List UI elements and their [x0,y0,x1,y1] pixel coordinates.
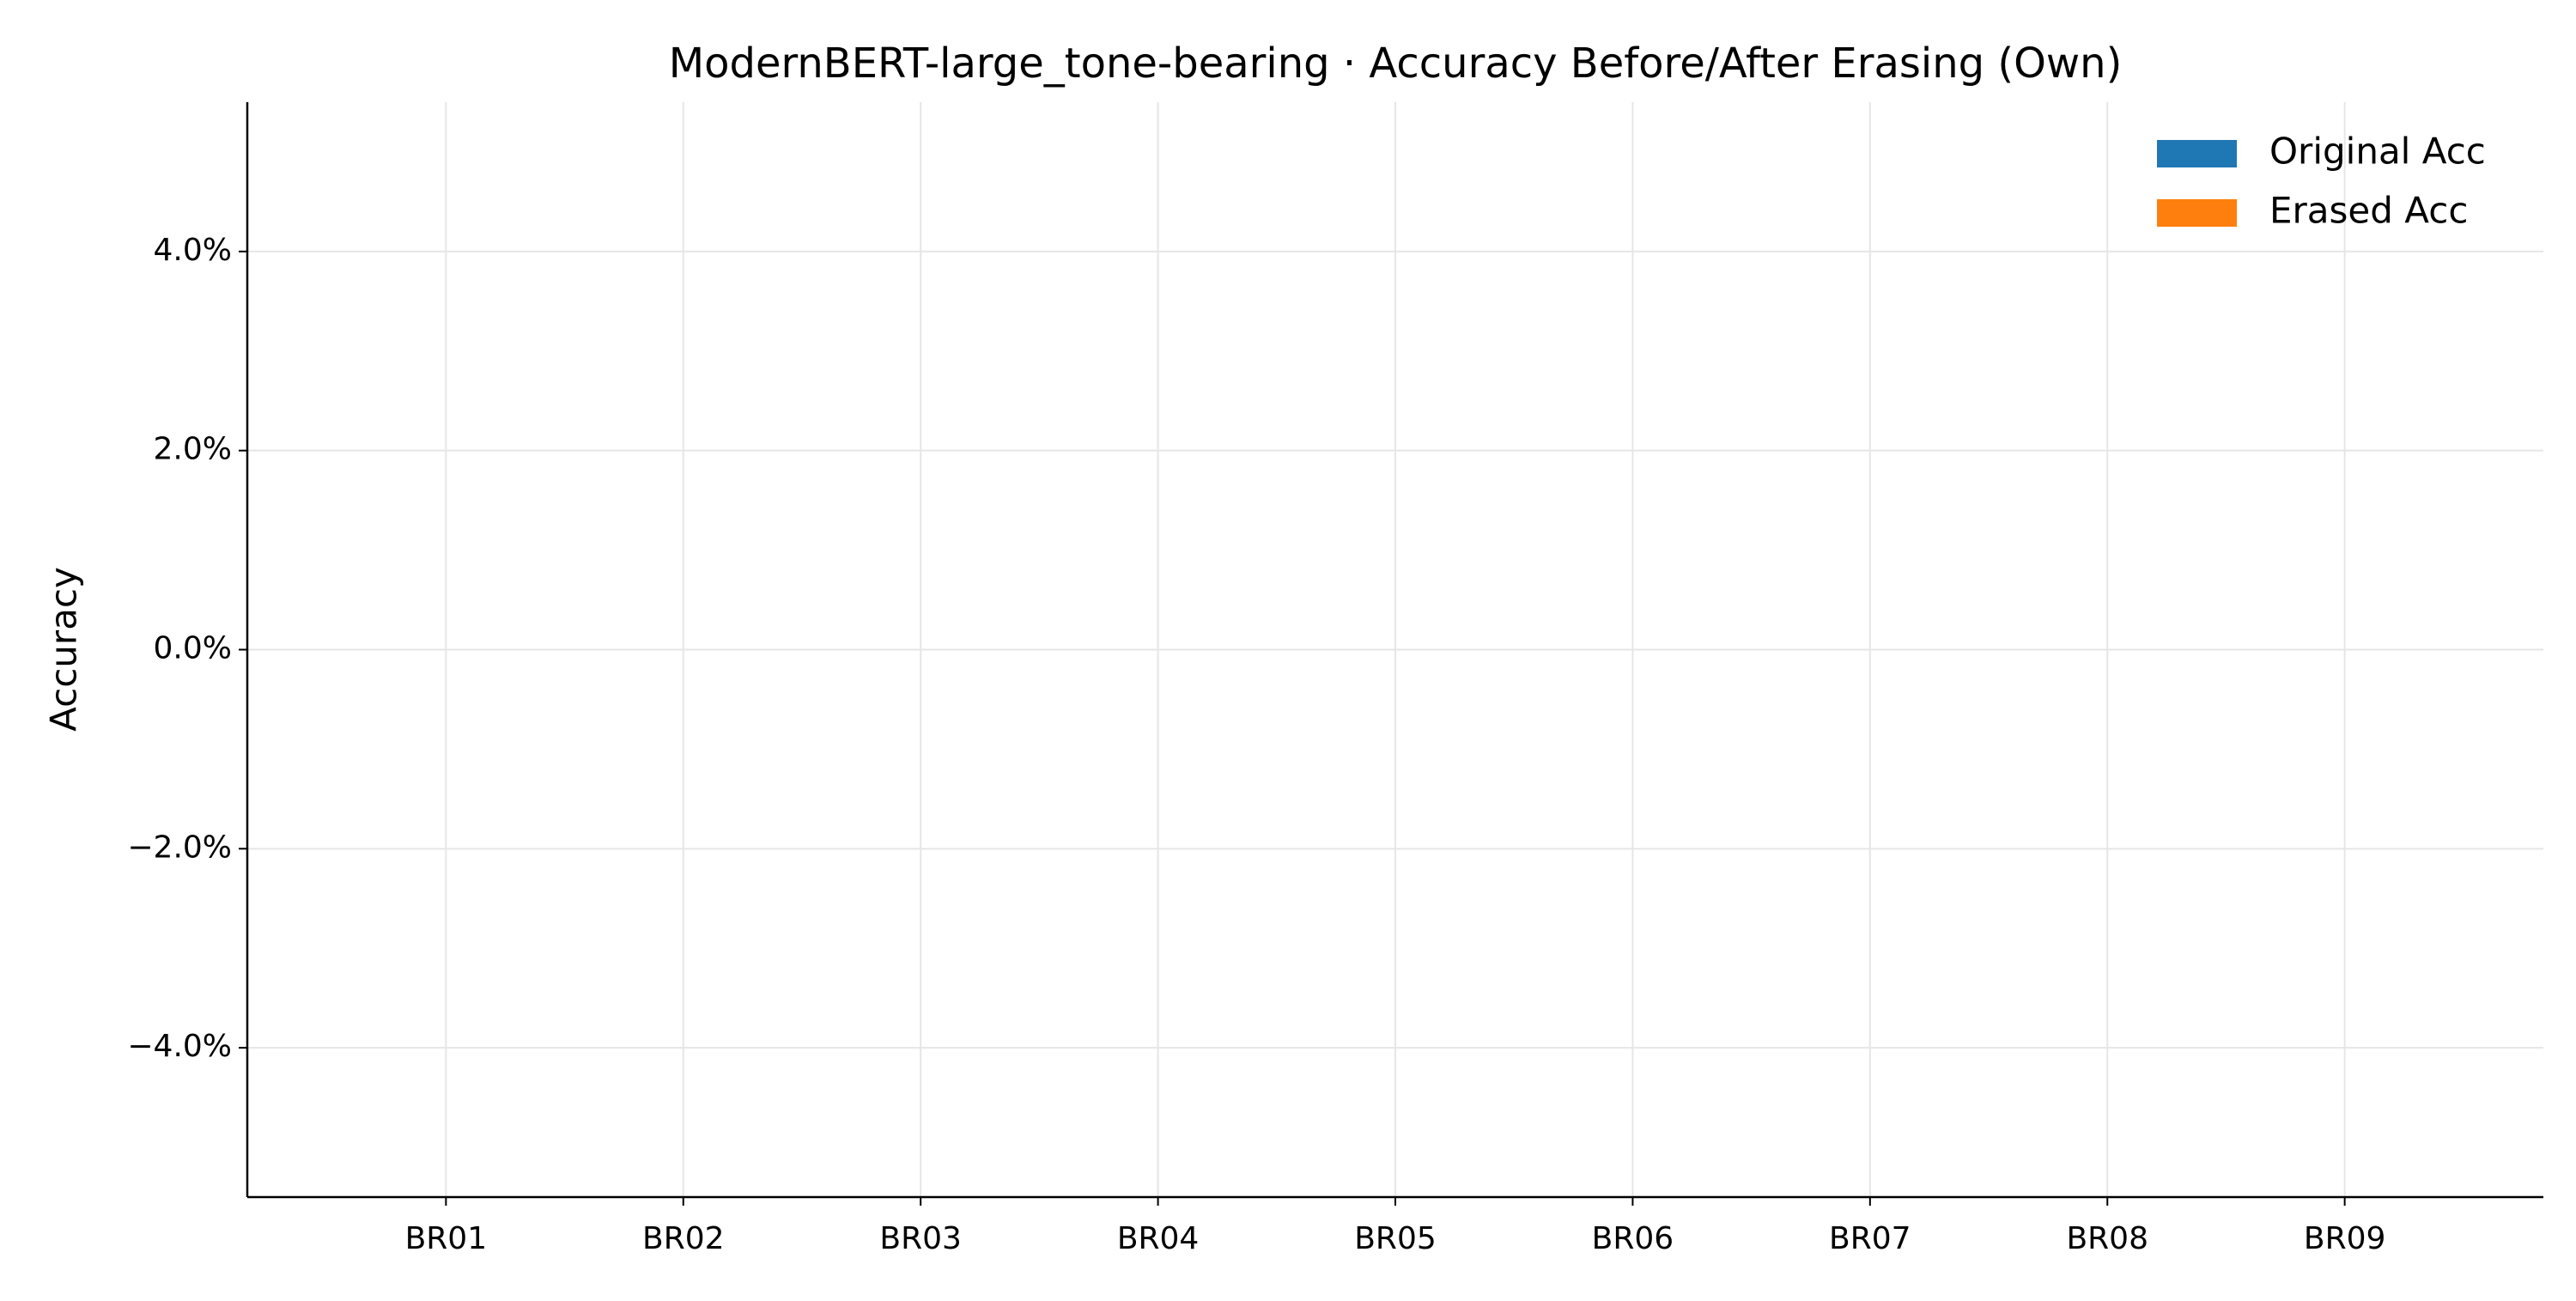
y-tick-label: −2.0% [127,830,232,865]
x-tick-label: BR08 [2066,1221,2148,1256]
x-tick-label: BR01 [405,1221,488,1256]
x-tick-label: BR04 [1117,1221,1200,1256]
x-tick-label: BR06 [1592,1221,1674,1256]
y-tick-label: −4.0% [127,1029,232,1064]
y-axis-label: Accuracy [43,567,85,732]
x-tick-label: BR09 [2304,1221,2386,1256]
x-tick-label: BR07 [1829,1221,1911,1256]
legend-swatch [2157,199,2237,227]
legend-label: Original Acc [2269,131,2486,173]
x-tick-label: BR03 [879,1221,962,1256]
y-tick-label: 2.0% [154,432,232,467]
y-tick-label: 4.0% [154,233,232,268]
legend-swatch [2157,140,2237,167]
chart-title: ModernBERT-large_tone-bearing · Accuracy… [669,40,2123,88]
legend-label: Erased Acc [2269,190,2468,232]
x-tick-label: BR05 [1354,1221,1437,1256]
x-tick-label: BR02 [642,1221,725,1256]
y-tick-label: 0.0% [154,631,232,666]
